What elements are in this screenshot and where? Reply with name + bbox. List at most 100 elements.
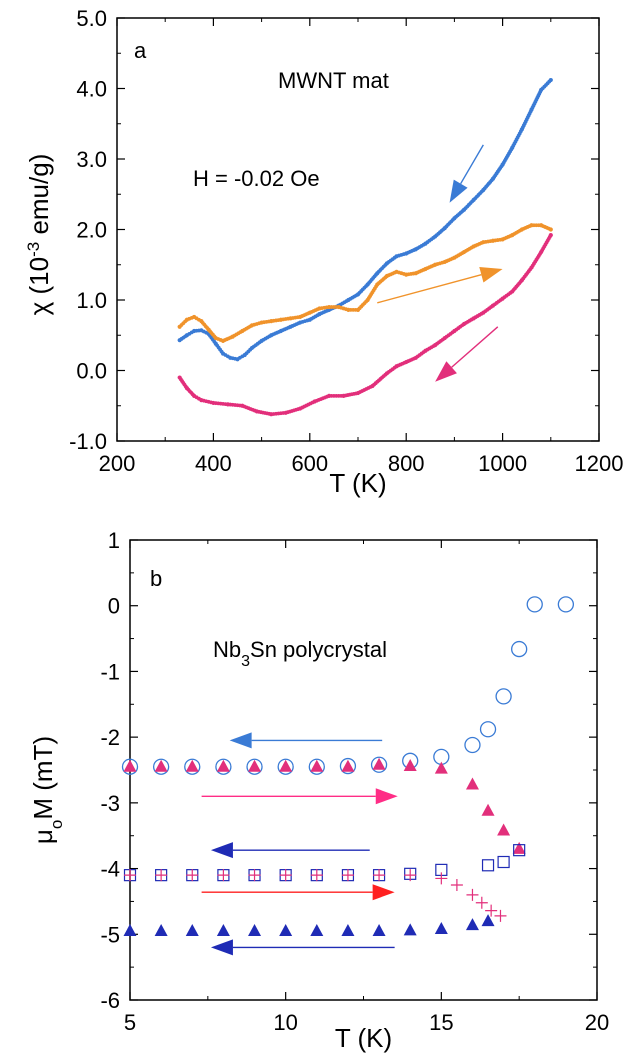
data-point-triangle — [465, 918, 479, 931]
data-point-square — [497, 855, 510, 869]
data-point-triangle — [512, 841, 526, 854]
y-tick-label: -5 — [100, 922, 120, 947]
data-point-triangle — [341, 924, 355, 936]
data-point — [548, 227, 553, 232]
panel-a-field-annotation: H = -0.02 Oe — [193, 166, 320, 191]
panel-a-y-axis-label: χ (10-3 emu/g) — [24, 154, 55, 316]
panel-a-y-label-base: χ (10 — [24, 257, 54, 315]
direction-arrow-head — [372, 884, 395, 901]
y-tick-label: 4.0 — [76, 77, 107, 102]
data-point-triangle — [434, 922, 448, 935]
series-1 — [177, 77, 553, 362]
panel-a-axis-ticks: 200 400 600 800 1000 1200 -1.0 0.0 1.0 2.0 3.0 4.0 5… — [69, 6, 623, 476]
data-point-triangle — [216, 924, 230, 936]
panel-b-x-axis-label: T (K) — [335, 1023, 392, 1053]
series-3 — [177, 233, 553, 417]
data-point-circle — [479, 721, 497, 738]
data-point-circle — [152, 758, 170, 775]
data-point-circle — [464, 736, 481, 754]
data-point-triangle — [154, 924, 168, 936]
data-point-triangle — [279, 924, 293, 936]
data-point-triangle — [123, 924, 137, 936]
y-tick-label: -1.0 — [69, 429, 107, 454]
x-tick-label: 20 — [585, 1010, 609, 1035]
data-point-triangle — [403, 759, 417, 772]
data-point-triangle — [248, 924, 262, 936]
data-point-triangle — [372, 924, 386, 936]
direction-arrow-head — [435, 361, 457, 382]
data-point-plus — [186, 869, 199, 882]
x-tick-label: 400 — [195, 451, 232, 476]
series-4 — [124, 869, 507, 922]
y-tick-label: 0.0 — [76, 359, 107, 384]
data-point-circle — [370, 756, 388, 773]
panel-b-series — [121, 596, 575, 936]
data-point-circle — [215, 758, 232, 775]
panel-b-axis-ticks: 5 10 15 20 -6 -5 -4 -3 -2 -1 0 1 — [100, 528, 609, 1035]
x-tick-label: 1000 — [478, 451, 527, 476]
panel-b-title-nb: Nb — [213, 637, 241, 662]
data-point-circle — [121, 758, 139, 775]
panel-a-chart: 200 400 600 800 1000 1200 -1.0 0.0 1.0 2.0 3.0 4.0 5… — [24, 6, 624, 498]
data-point-triangle — [434, 761, 448, 774]
data-point-triangle — [123, 759, 137, 772]
series-5 — [123, 914, 495, 936]
panel-b-title-subscript: 3 — [241, 653, 250, 670]
data-point-circle — [557, 596, 575, 613]
y-tick-label: 5.0 — [76, 6, 107, 31]
data-point-plus — [485, 904, 498, 917]
panel-b-title: Nb3Sn polycrystal — [213, 637, 387, 670]
x-tick-label: 600 — [291, 451, 328, 476]
panel-b-arrows — [201, 732, 398, 956]
data-point-plus — [435, 872, 448, 885]
data-point-plus — [450, 879, 463, 891]
data-point-circle — [246, 758, 263, 775]
data-point-triangle — [465, 777, 479, 790]
panel-a-series — [177, 77, 553, 417]
x-tick-label: 1200 — [575, 451, 624, 476]
data-point-circle — [526, 596, 543, 613]
data-point-triangle — [341, 759, 355, 772]
y-tick-label: 0 — [108, 594, 120, 619]
direction-arrow-head — [375, 788, 398, 805]
panel-a-label: a — [134, 38, 147, 63]
data-point-triangle — [372, 757, 386, 770]
series-2 — [177, 223, 553, 343]
direction-arrow-head — [479, 266, 503, 283]
panel-b-y-axis-label: μoM (mT) — [28, 736, 66, 844]
data-point — [548, 233, 553, 238]
y-tick-label: -1 — [100, 659, 120, 684]
direction-arrow-head — [449, 179, 468, 203]
x-tick-label: 200 — [99, 451, 136, 476]
x-tick-label: 800 — [388, 451, 425, 476]
direction-arrow-head — [210, 939, 233, 956]
data-point-triangle — [185, 759, 199, 772]
y-tick-label: -3 — [100, 791, 120, 816]
data-point-triangle — [154, 759, 168, 772]
y-tick-label: -6 — [100, 988, 120, 1013]
data-point-triangle — [310, 924, 324, 936]
data-point-circle — [184, 758, 201, 775]
data-point-plus — [279, 869, 292, 882]
series-1 — [121, 596, 575, 775]
data-point-circle — [495, 688, 512, 705]
panel-b-title-rest: Sn polycrystal — [250, 637, 387, 662]
data-point-square — [513, 844, 526, 857]
data-point-plus — [404, 869, 417, 882]
data-point-triangle — [248, 759, 262, 772]
panel-a-arrows — [377, 144, 503, 382]
data-point-triangle — [481, 914, 495, 927]
series-2 — [123, 757, 526, 854]
data-point-plus — [217, 869, 230, 882]
data-point-plus — [466, 888, 479, 901]
y-tick-label: 1 — [108, 528, 120, 553]
data-point-plus — [248, 869, 261, 882]
data-point-plus — [341, 869, 354, 882]
data-point-triangle — [279, 759, 293, 772]
data-point-plus — [310, 869, 323, 882]
direction-arrow-head — [210, 842, 233, 859]
y-tick-label: 2.0 — [76, 218, 107, 243]
data-point-triangle — [481, 803, 495, 816]
data-point-plus — [373, 869, 386, 882]
x-tick-label: 15 — [429, 1010, 453, 1035]
